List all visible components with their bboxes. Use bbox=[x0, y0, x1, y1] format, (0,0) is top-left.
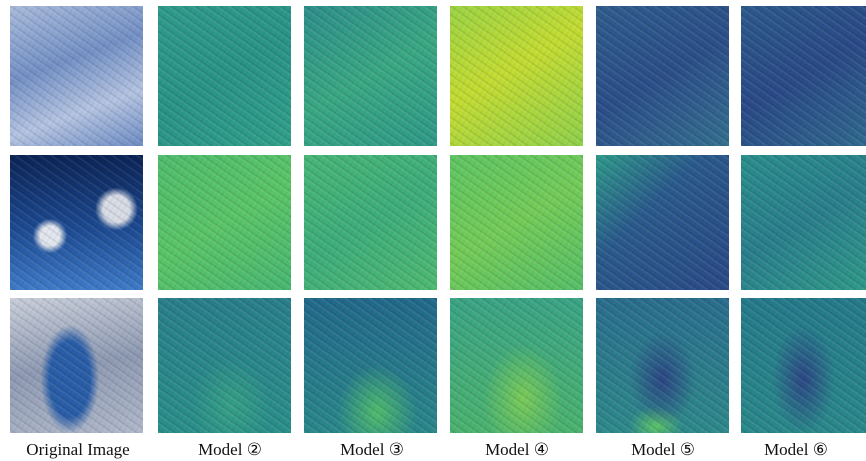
column-label: Model ⑤ bbox=[593, 440, 733, 460]
image-tile bbox=[10, 298, 143, 433]
image-tile bbox=[741, 298, 866, 433]
image-tile bbox=[596, 155, 729, 290]
image-tile bbox=[158, 155, 291, 290]
image-tile bbox=[304, 298, 437, 433]
image-tile bbox=[741, 155, 866, 290]
image-tile bbox=[158, 6, 291, 146]
image-tile bbox=[10, 6, 143, 146]
image-tile bbox=[158, 298, 291, 433]
image-tile bbox=[304, 155, 437, 290]
column-label: Model ③ bbox=[302, 440, 442, 460]
image-tile bbox=[741, 6, 866, 146]
image-tile bbox=[596, 298, 729, 433]
image-tile bbox=[304, 6, 437, 146]
column-label: Model ④ bbox=[447, 440, 587, 460]
image-tile bbox=[450, 155, 583, 290]
column-label: Original Image bbox=[8, 440, 148, 460]
image-tile bbox=[450, 298, 583, 433]
column-label: Model ② bbox=[160, 440, 300, 460]
image-tile bbox=[596, 6, 729, 146]
image-tile bbox=[10, 155, 143, 290]
image-tile bbox=[450, 6, 583, 146]
column-label: Model ⑥ bbox=[726, 440, 866, 460]
figure: Original Image Model ② Model ③ Model ④ M… bbox=[0, 0, 866, 461]
